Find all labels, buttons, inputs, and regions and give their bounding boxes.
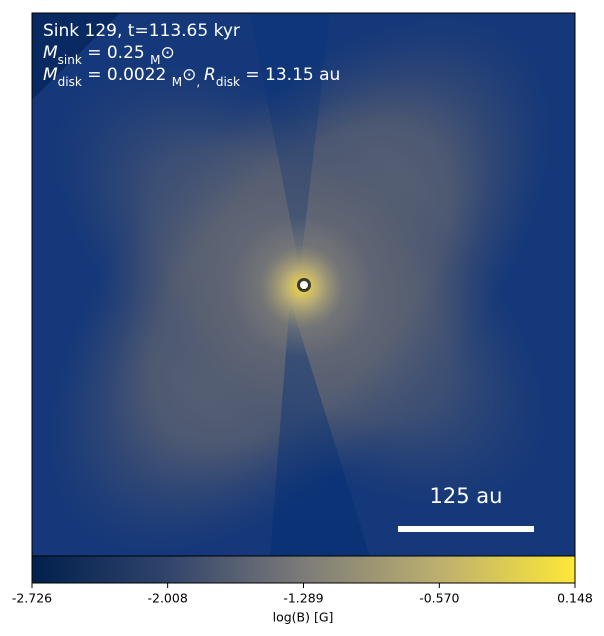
annotation: Mdisk = 0.0022 M⊙, Rdisk = 13.15 au bbox=[43, 65, 340, 89]
annotation: Sink 129, t=113.65 kyr bbox=[43, 21, 240, 41]
sink-marker bbox=[297, 278, 311, 292]
colorbar-tick-label: -1.289 bbox=[283, 591, 323, 606]
colorbar-tick-label: -2.008 bbox=[148, 591, 188, 606]
annotation-subscript: sink bbox=[58, 53, 82, 67]
annotation-text: ⊙ bbox=[182, 65, 196, 85]
annotation-subscript: disk bbox=[58, 75, 82, 89]
scale-bar-label: 125 au bbox=[430, 484, 503, 508]
annotation-subscript: M bbox=[150, 53, 160, 67]
colorbar-tick-label: 0.148 bbox=[557, 591, 593, 606]
annotation-subscript: M bbox=[172, 75, 182, 89]
annotation-subscript: disk bbox=[216, 75, 240, 89]
annotation-text: = 13.15 au bbox=[240, 65, 340, 85]
annotation-text: ⊙ bbox=[160, 43, 174, 63]
annotation-text: = 0.0022 bbox=[82, 65, 172, 85]
annotation-text: M bbox=[43, 65, 58, 85]
annotation: Msink = 0.25 M⊙ bbox=[43, 43, 175, 67]
annotation-text: = 0.25 bbox=[82, 43, 150, 63]
colorbar bbox=[31, 555, 576, 584]
annotation-text: M bbox=[43, 43, 58, 63]
colorbar-label: log(B) [G] bbox=[273, 610, 334, 625]
colorbar-axis: -2.726 -2.008 -1.289 -0.570 0.148 bbox=[12, 583, 593, 606]
annotation-subscript: , bbox=[196, 75, 204, 89]
colorbar-tick-label: -0.570 bbox=[419, 591, 459, 606]
annotation-text: Sink 129, t=113.65 kyr bbox=[43, 21, 240, 41]
annotation-text: R bbox=[204, 65, 216, 85]
colorbar-tick-label: -2.726 bbox=[12, 591, 52, 606]
